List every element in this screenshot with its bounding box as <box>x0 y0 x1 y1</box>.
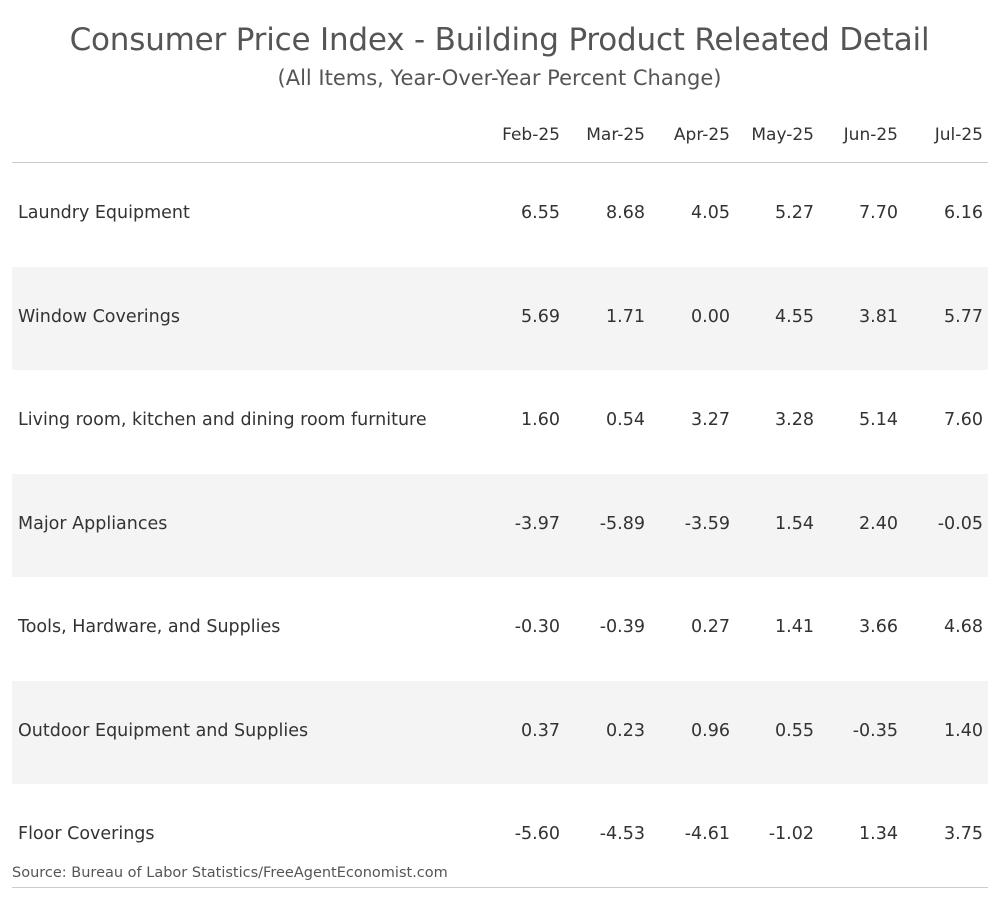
column-header-jul-25: Jul-25 <box>934 125 983 145</box>
row-label: Floor Coverings <box>18 824 155 844</box>
table-cell: 3.66 <box>859 617 898 637</box>
table-cell: 6.55 <box>521 203 560 223</box>
table-cell: 3.81 <box>859 306 898 327</box>
table-cell: 4.55 <box>775 306 814 327</box>
table-cell: 7.70 <box>859 203 898 223</box>
table-cell: 3.28 <box>775 410 814 430</box>
table-cell: 0.23 <box>606 720 645 741</box>
table-row-outdoor-equipment: Outdoor Equipment and Supplies 0.37 0.23… <box>12 680 988 784</box>
row-label: Window Coverings <box>18 306 180 327</box>
table-cell: -3.59 <box>684 513 730 534</box>
column-header-jun-25: Jun-25 <box>843 125 898 145</box>
table-cell: -0.05 <box>937 513 983 534</box>
table-row-floor-coverings: Floor Coverings -5.60 -4.53 -4.61 -1.02 … <box>12 784 988 888</box>
column-header-may-25: May-25 <box>751 125 814 145</box>
table-cell: 1.41 <box>775 617 814 637</box>
table-cell: 5.77 <box>944 306 983 327</box>
chart-title: Consumer Price Index - Building Product … <box>69 22 930 58</box>
data-table: Feb-25 Mar-25 Apr-25 May-25 Jun-25 Jul-2… <box>12 112 988 888</box>
table-cell: -4.61 <box>684 824 730 844</box>
table-cell: 1.54 <box>775 513 814 534</box>
column-header-mar-25: Mar-25 <box>586 125 645 145</box>
table-cell: 6.16 <box>944 203 983 223</box>
chart-subtitle: (All Items, Year-Over-Year Percent Chang… <box>277 66 722 90</box>
table-row-laundry-equipment: Laundry Equipment 6.55 8.68 4.05 5.27 7.… <box>12 163 988 267</box>
table-cell: -4.53 <box>599 824 645 844</box>
table-row-window-coverings: Window Coverings 5.69 1.71 0.00 4.55 3.8… <box>12 266 988 370</box>
table-cell: 3.75 <box>944 824 983 844</box>
table-cell: -0.30 <box>514 617 560 637</box>
table-cell: -1.02 <box>768 824 814 844</box>
table-cell: 0.55 <box>775 720 814 741</box>
table-row-major-appliances: Major Appliances -3.97 -5.89 -3.59 1.54 … <box>12 473 988 577</box>
table-cell: 0.54 <box>606 410 645 430</box>
table-cell: 8.68 <box>606 203 645 223</box>
table-cell: 5.27 <box>775 203 814 223</box>
row-label: Outdoor Equipment and Supplies <box>18 720 309 741</box>
table-cell: -0.35 <box>852 720 898 741</box>
row-label: Tools, Hardware, and Supplies <box>18 617 281 637</box>
row-label: Major Appliances <box>18 513 168 534</box>
table-cell: 5.69 <box>521 306 560 327</box>
bottom-divider <box>12 887 988 888</box>
table-cell: 7.60 <box>944 410 983 430</box>
table-header-row: Feb-25 Mar-25 Apr-25 May-25 Jun-25 Jul-2… <box>12 112 988 163</box>
table-cell: 0.27 <box>691 617 730 637</box>
table-cell: -0.39 <box>599 617 645 637</box>
table-row-tools-hardware: Tools, Hardware, and Supplies -0.30 -0.3… <box>12 577 988 681</box>
table-cell: 5.14 <box>859 410 898 430</box>
row-label: Laundry Equipment <box>18 203 190 223</box>
table-cell: -3.97 <box>514 513 560 534</box>
table-cell: 0.00 <box>691 306 730 327</box>
table-cell: 4.05 <box>691 203 730 223</box>
table-cell: 4.68 <box>944 617 983 637</box>
table-cell: 1.34 <box>859 824 898 844</box>
table-cell: 1.40 <box>944 720 983 741</box>
column-header-apr-25: Apr-25 <box>673 125 730 145</box>
table-cell: 0.96 <box>691 720 730 741</box>
row-label: Living room, kitchen and dining room fur… <box>18 410 427 430</box>
table-cell: 3.27 <box>691 410 730 430</box>
table-cell: 1.60 <box>521 410 560 430</box>
table-cell: -5.89 <box>599 513 645 534</box>
table-cell: -5.60 <box>514 824 560 844</box>
table-cell: 0.37 <box>521 720 560 741</box>
table-cell: 2.40 <box>859 513 898 534</box>
table-row-living-room-furniture: Living room, kitchen and dining room fur… <box>12 370 988 474</box>
table-cell: 1.71 <box>606 306 645 327</box>
column-header-feb-25: Feb-25 <box>502 125 560 145</box>
source-note: Source: Bureau of Labor Statistics/FreeA… <box>12 865 448 881</box>
